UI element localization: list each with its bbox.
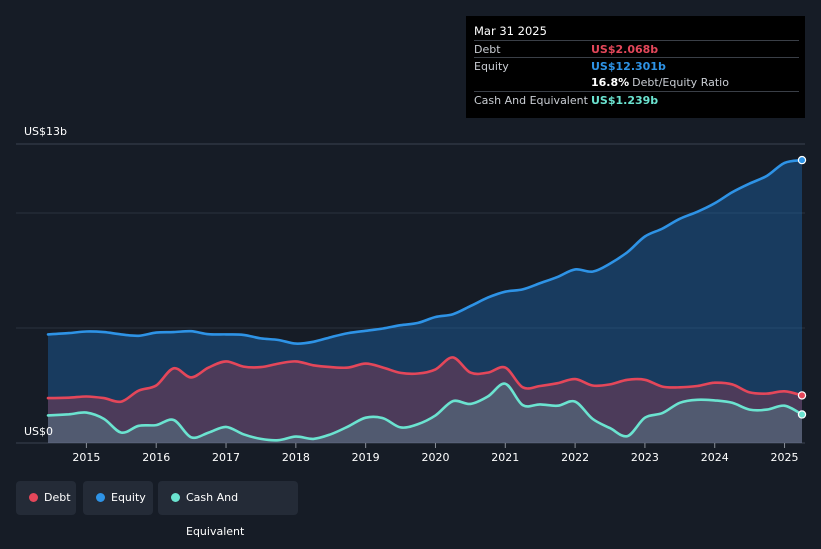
tooltip-value: US$1.239b — [591, 94, 659, 107]
cash-and-equivalent-area — [48, 383, 802, 443]
tooltip-row-equity: Equity US$12.301b — [474, 57, 799, 75]
tooltip-row-debt: Debt US$2.068b — [474, 40, 799, 58]
legend-label: Equity — [111, 491, 146, 504]
x-tick-label: 2025 — [771, 451, 799, 464]
x-tick-label: 2017 — [212, 451, 240, 464]
tooltip-ratio-suffix: Debt/Equity Ratio — [632, 76, 729, 89]
tooltip-ratio: 16.8% Debt/Equity Ratio — [591, 74, 729, 91]
x-tick-label: 2018 — [282, 451, 310, 464]
debt-line — [46, 356, 804, 404]
cash-and-equivalent-end-marker — [797, 410, 807, 419]
legend-item-equity[interactable]: Equity — [83, 481, 153, 515]
equity-line — [46, 158, 804, 345]
tooltip: Mar 31 2025 Debt US$2.068b Equity US$12.… — [466, 16, 805, 118]
debt-dot-icon — [29, 493, 38, 502]
tooltip-label: Equity — [474, 60, 509, 73]
cash-dot-icon — [171, 493, 180, 502]
legend-label: Debt — [44, 491, 71, 504]
end-markers — [797, 155, 807, 419]
x-tick-label: 2020 — [421, 451, 449, 464]
x-axis-ticks: 2015 2016 2017 2018 2019 2020 2021 2022 2023 2024… — [72, 443, 799, 464]
tooltip-value: US$12.301b — [591, 60, 666, 73]
grid-lines — [16, 143, 805, 444]
debt-end-marker — [797, 391, 807, 400]
cash-and-equivalent-line — [46, 382, 804, 442]
legend-label: Cash And Equivalent — [186, 491, 245, 538]
x-tick-label: 2019 — [352, 451, 380, 464]
debt-equity-chart: 2015 2016 2017 2018 2019 2020 2021 2022 2023 2024… — [16, 125, 807, 464]
tooltip-value: US$2.068b — [591, 43, 659, 56]
x-tick-label: 2022 — [561, 451, 589, 464]
y-axis-bottom-label: US$0 — [24, 425, 53, 438]
series-lines — [46, 158, 804, 442]
y-axis-top-label: US$13b — [24, 125, 67, 138]
equity-area — [48, 160, 802, 443]
tooltip-label: Debt — [474, 43, 501, 56]
tooltip-row-cash: Cash And Equivalent US$1.239b — [474, 91, 799, 109]
x-tick-label: 2024 — [701, 451, 729, 464]
x-tick-label: 2016 — [142, 451, 170, 464]
equity-end-marker — [797, 155, 807, 165]
legend-item-cash[interactable]: Cash And Equivalent — [158, 481, 298, 538]
series-areas — [48, 160, 802, 443]
debt-area — [48, 357, 802, 443]
x-tick-label: 2015 — [72, 451, 100, 464]
legend-item-debt[interactable]: Debt — [16, 481, 76, 515]
tooltip-ratio-value: 16.8% — [591, 76, 630, 89]
tooltip-date: Mar 31 2025 — [474, 24, 547, 38]
x-tick-label: 2023 — [631, 451, 659, 464]
equity-dot-icon — [96, 493, 105, 502]
tooltip-label: Cash And Equivalent — [474, 94, 588, 107]
x-tick-label: 2021 — [491, 451, 519, 464]
tooltip-row-ratio: 16.8% Debt/Equity Ratio — [474, 74, 799, 91]
